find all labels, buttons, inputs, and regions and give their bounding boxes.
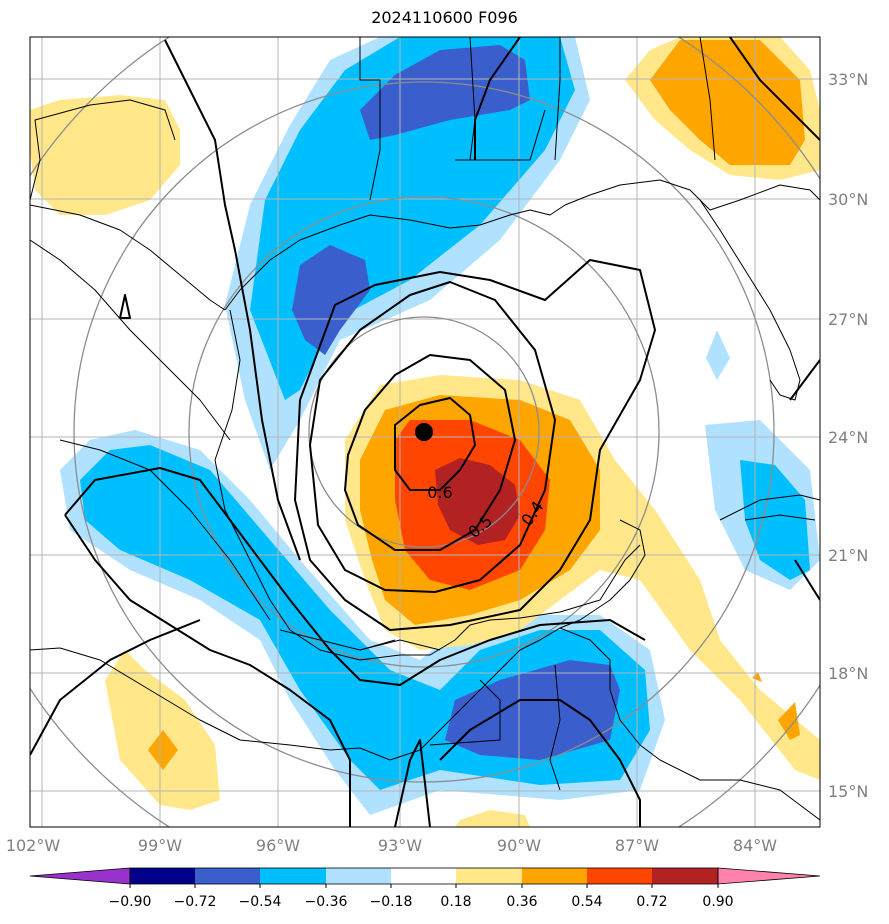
colorbar-segment [587,868,652,884]
lat-tick-label: 30°N [828,190,868,209]
colorbar-frame [129,867,719,885]
pos-blob-east [778,702,800,740]
coastline-gulf [30,627,820,821]
colorbar-label: 0.90 [702,894,733,910]
colorbar-segment [326,868,391,884]
neg-core-coast [292,245,370,355]
state-border-texas [30,99,176,201]
pos-region-nw [30,95,180,215]
neg-region-east-mid [740,460,810,580]
map-content: 0.6 0.5 0.4 [30,37,820,827]
lat-tick-label: 21°N [828,546,868,565]
neg-blob-small-light [706,330,730,380]
contour-0.5 [344,354,516,551]
lat-tick-label: 18°N [828,664,868,683]
border-guatemala [279,629,396,651]
colorbar-label: 0.54 [571,894,602,910]
colorbar-segment [391,868,456,884]
colorbar-label: 0.18 [440,894,471,910]
colorbar-extend-low [29,867,131,885]
coastlines [30,37,820,821]
contour-west-south [64,514,351,827]
contour-sw-corner [30,619,201,756]
colorbar-label: 0.72 [636,894,667,910]
colorbar-extend-high [717,867,821,885]
pos-blob-east-small [752,672,762,682]
colorbar-label: −0.18 [370,894,413,910]
neg-core-north [360,45,530,140]
shading-layer [30,37,820,827]
lat-tick-label: 33°N [828,70,868,89]
coastline-yucatan [559,519,646,629]
contour-small-triangle [119,294,131,319]
colorbar-segment [195,868,260,884]
contour-inner-0.6 [394,397,476,491]
colorbar-segment [260,868,326,884]
contour-ne [474,37,820,160]
contour-south [394,699,641,827]
lon-tick-label: 102°W [6,836,61,855]
lat-tick-label: 27°N [828,310,868,329]
colorbar: −0.90 −0.72 −0.54 −0.36 −0.18 0.18 0.36 … [29,867,821,910]
colorbar-segment [652,868,718,884]
pos-core-center [435,458,520,545]
lat-tick-label: 15°N [828,782,868,801]
pos-region-south [455,810,530,827]
coastline-pacific [30,239,271,621]
lat-tick-labels: 15°N 18°N 21°N 24°N 27°N 30°N 33°N [828,70,868,801]
map-title: 2024110600 F096 [371,8,518,27]
coastline-mexico-east [214,309,641,661]
colorbar-label: −0.72 [174,894,217,910]
lon-tick-labels: 102°W 99°W 96°W 93°W 90°W 87°W 84°W [6,836,777,855]
colorbar-segment [130,868,195,884]
contour-outer-ring [294,259,656,631]
storm-center-marker [415,423,433,441]
lon-tick-label: 84°W [733,836,777,855]
contour-lines [30,37,820,827]
pos-blob-sw [148,730,178,770]
colorbar-label: −0.54 [239,894,282,910]
border-us-mexico [30,204,226,311]
contour-west-north [164,39,301,561]
contour-se [789,359,820,601]
colorbar-label: −0.90 [109,894,152,910]
coastline-florida [589,179,820,401]
lon-tick-label: 90°W [497,836,541,855]
contour-0.4 [309,281,556,593]
pos-region-ne-mid [650,40,805,165]
lon-tick-label: 93°W [378,836,422,855]
pos-region-sw [105,650,220,810]
coastline-texas-louisiana [224,194,591,311]
contour-trough-west [64,467,646,686]
colorbar-segment [456,868,522,884]
lon-tick-label: 96°W [256,836,300,855]
contour-label-0.6: 0.6 [427,483,452,502]
state-border-la [359,37,546,201]
neg-core-yucatan [445,660,620,760]
lon-tick-label: 99°W [138,836,182,855]
lat-tick-label: 24°N [828,428,868,447]
colorbar-label: −0.36 [305,894,348,910]
colorbar-segment [522,868,587,884]
cuba-outline [719,494,820,521]
map-frame [29,36,821,828]
graticule [30,37,820,827]
lon-tick-label: 87°W [615,836,659,855]
colorbar-label: 0.36 [506,894,537,910]
